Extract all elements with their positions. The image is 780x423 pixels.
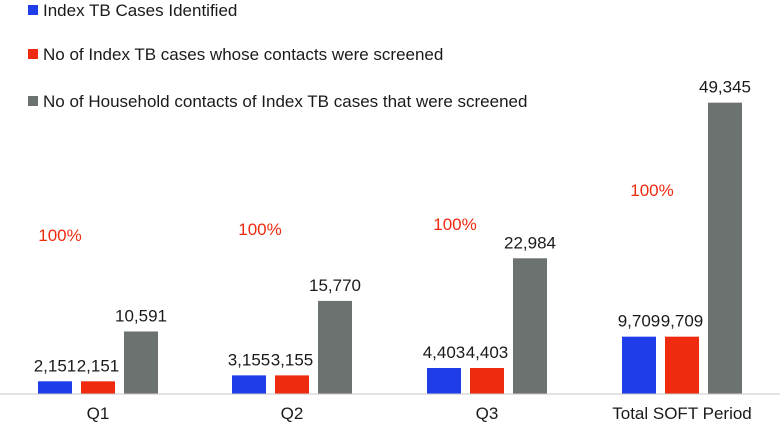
x-tick-label-4: Total SOFT Period bbox=[612, 404, 752, 423]
x-tick-label-3: Q3 bbox=[476, 404, 499, 423]
value-labels-layer: 2,151 2,151 10,591 3,155 3,155 15,770 4,403 4,4… bbox=[34, 78, 751, 376]
percentage-annotation-3: 100% bbox=[433, 215, 476, 234]
percentage-annotation-1: 100% bbox=[38, 226, 81, 245]
value-label-q3-series-3: 22,984 bbox=[504, 233, 556, 252]
value-label-total-soft-period-series-2: 9,709 bbox=[661, 312, 704, 331]
legend-swatch-1 bbox=[28, 5, 38, 15]
bar-q2-series-3 bbox=[318, 300, 352, 394]
bar-q2-series-1 bbox=[232, 375, 266, 394]
bar-total-soft-period-series-3 bbox=[708, 102, 742, 394]
bar-total-soft-period-series-1 bbox=[622, 336, 656, 394]
percentage-annotation-4: 100% bbox=[630, 181, 673, 200]
legend: Index TB Cases Identified No of Index TB … bbox=[28, 1, 527, 111]
bar-q3-series-3 bbox=[513, 258, 547, 394]
legend-swatch-3 bbox=[28, 96, 38, 106]
bar-q1-series-2 bbox=[81, 381, 115, 394]
bar-q3-series-2 bbox=[470, 368, 504, 394]
legend-label-3: No of Household contacts of Index TB cas… bbox=[43, 92, 527, 111]
value-label-q1-series-3: 10,591 bbox=[115, 306, 167, 325]
value-label-total-soft-period-series-3: 49,345 bbox=[699, 78, 751, 97]
legend-label-1: Index TB Cases Identified bbox=[43, 1, 237, 20]
value-label-q2-series-1: 3,155 bbox=[228, 350, 271, 369]
x-tick-label-2: Q2 bbox=[281, 404, 304, 423]
value-label-q2-series-2: 3,155 bbox=[271, 350, 314, 369]
x-tick-labels: Q1 Q2 Q3 Total SOFT Period bbox=[87, 404, 752, 423]
bar-q1-series-3 bbox=[124, 331, 158, 394]
bar-total-soft-period-series-2 bbox=[665, 336, 699, 394]
x-tick-label-1: Q1 bbox=[87, 404, 110, 423]
bars-layer bbox=[38, 102, 742, 394]
legend-swatch-2 bbox=[28, 49, 38, 59]
value-label-q1-series-2: 2,151 bbox=[77, 356, 120, 375]
value-label-q1-series-1: 2,151 bbox=[34, 356, 77, 375]
legend-label-2: No of Index TB cases whose contacts were… bbox=[43, 45, 443, 64]
value-label-total-soft-period-series-1: 9,709 bbox=[618, 312, 661, 331]
value-label-q3-series-2: 4,403 bbox=[466, 343, 509, 362]
value-label-q3-series-1: 4,403 bbox=[423, 343, 466, 362]
bar-q1-series-1 bbox=[38, 381, 72, 394]
annotations-layer: 100% 100% 100% 100% bbox=[38, 181, 673, 245]
value-label-q2-series-3: 15,770 bbox=[309, 276, 361, 295]
percentage-annotation-2: 100% bbox=[238, 220, 281, 239]
bar-q2-series-2 bbox=[275, 375, 309, 394]
bar-q3-series-1 bbox=[427, 368, 461, 394]
